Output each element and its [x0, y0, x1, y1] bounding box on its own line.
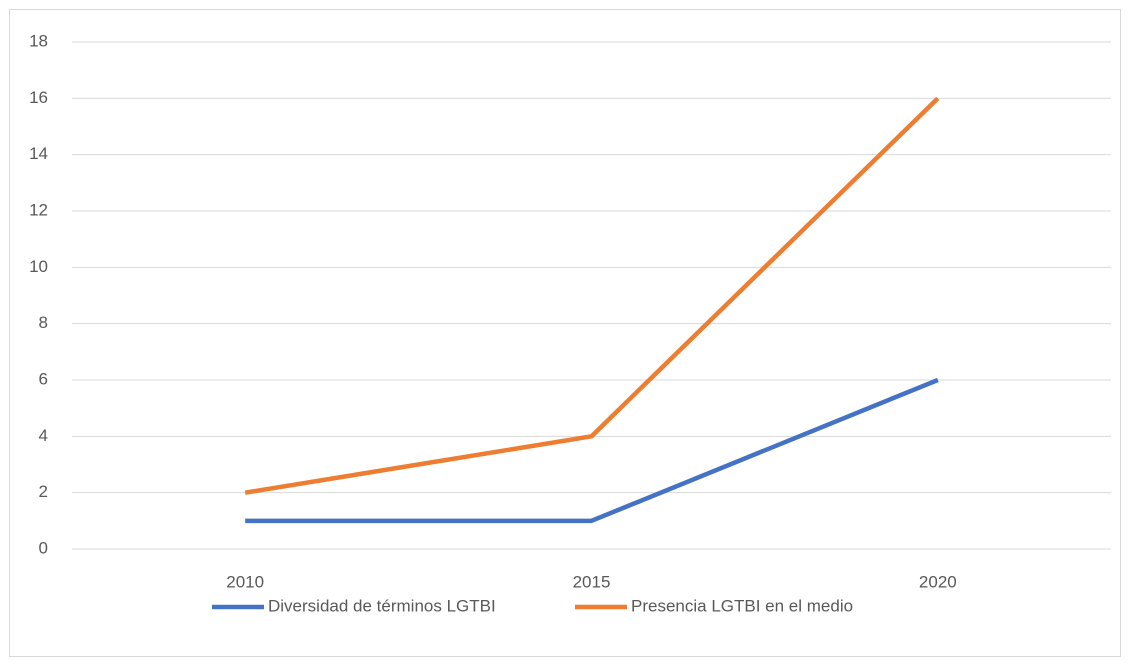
series-line [245, 377, 939, 524]
y-tick-label: 6 [39, 369, 48, 388]
y-tick-label: 4 [39, 426, 48, 445]
y-tick-label: 0 [39, 538, 48, 557]
y-tick-label: 8 [39, 313, 48, 332]
x-tick-label: 2020 [919, 572, 957, 591]
series-line [244, 96, 940, 495]
legend-label: Diversidad de términos LGTBI [268, 596, 496, 615]
chart-border [9, 9, 1121, 657]
x-tick-label: 2015 [573, 572, 611, 591]
x-tick-label: 2010 [226, 572, 264, 591]
y-tick-label: 12 [29, 200, 48, 219]
y-tick-label: 2 [39, 482, 48, 501]
y-tick-label: 14 [29, 144, 48, 163]
y-tick-label: 18 [29, 31, 48, 50]
y-tick-label: 10 [29, 257, 48, 276]
y-tick-label: 16 [29, 88, 48, 107]
legend-label: Presencia LGTBI en el medio [631, 596, 853, 615]
